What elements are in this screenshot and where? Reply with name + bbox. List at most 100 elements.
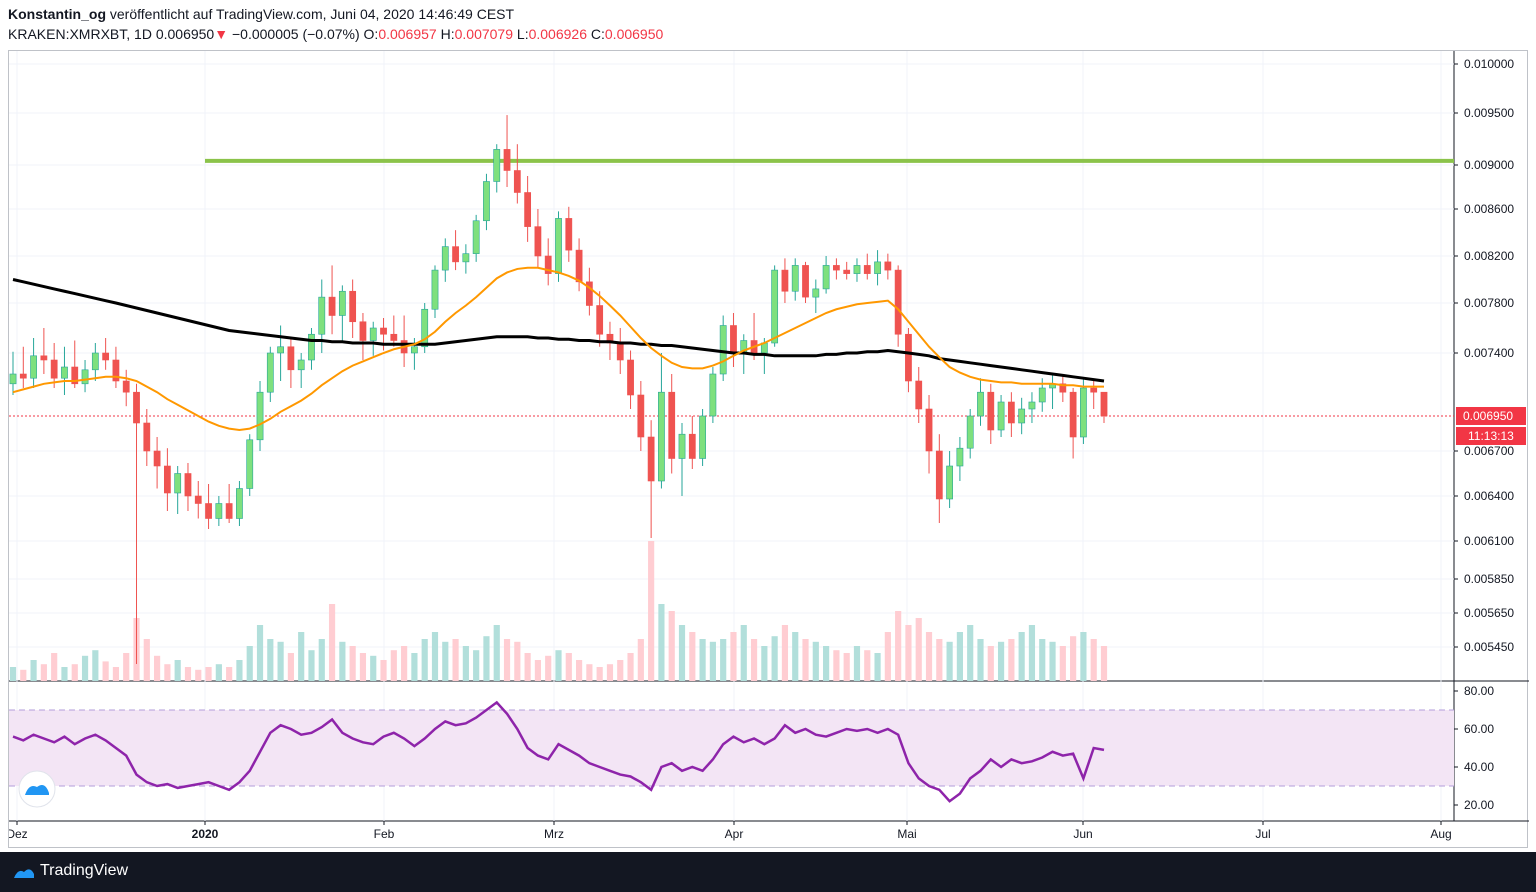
- volume-bar: [956, 632, 963, 681]
- volume-bar: [184, 667, 192, 681]
- candle-body: [534, 226, 542, 257]
- candle-body: [431, 269, 439, 310]
- price-chart-svg[interactable]: Dez 2020 Feb Mrz Apr Mai Jun Jul Aug 0.010000 0.00…: [9, 51, 1529, 849]
- author-name[interactable]: Konstantin_og: [8, 6, 106, 22]
- price-tick-label: 0.009500: [1464, 106, 1514, 120]
- candle-body: [833, 265, 840, 271]
- candle-body: [19, 373, 27, 379]
- candle-body: [205, 503, 212, 519]
- candle-body: [483, 181, 490, 222]
- volume-bar: [689, 632, 696, 681]
- volume-bar: [740, 625, 747, 681]
- volume-bar: [678, 625, 686, 681]
- candle-body: [472, 220, 480, 254]
- volume-bar: [318, 639, 325, 681]
- volume-bar: [483, 636, 490, 681]
- volume-bar: [524, 653, 531, 681]
- volume-bar: [30, 660, 37, 681]
- price-tick-label: 0.005450: [1464, 640, 1514, 654]
- candle-body: [153, 450, 161, 467]
- volume-bar: [473, 650, 480, 681]
- volume-bar: [812, 641, 819, 681]
- candle-body: [905, 333, 912, 382]
- volume-bar: [750, 639, 758, 681]
- volume-bar: [195, 669, 202, 681]
- price-tick-label: 0.005650: [1464, 606, 1514, 620]
- volume-bar: [977, 639, 984, 681]
- volume-bar: [267, 639, 274, 681]
- price-tick-label: 0.010000: [1464, 57, 1514, 71]
- countdown-tag: [1456, 427, 1526, 445]
- volume-bar: [699, 639, 706, 681]
- candle-body: [730, 325, 737, 354]
- candle-body: [524, 192, 532, 227]
- volume-bar: [61, 667, 68, 681]
- candle-body: [308, 333, 315, 361]
- volume-bar: [709, 641, 716, 681]
- volume-bar: [123, 653, 130, 681]
- candle-body: [658, 391, 665, 482]
- volume-bar: [967, 625, 974, 681]
- candle-body: [513, 170, 521, 193]
- volume-bar: [802, 639, 809, 681]
- candle-body: [956, 447, 964, 467]
- volume-bar: [606, 664, 614, 681]
- volume-bar: [81, 655, 89, 681]
- volume-bar: [71, 664, 78, 681]
- volume-bar: [720, 639, 727, 681]
- candle-body: [194, 495, 202, 504]
- candle-body: [256, 391, 264, 441]
- rsi-band: [9, 710, 1454, 786]
- candle-body: [627, 359, 634, 396]
- volume-bar: [421, 639, 428, 681]
- candle-body: [1080, 387, 1087, 438]
- candle-body: [935, 450, 943, 500]
- tradingview-logo-icon[interactable]: [12, 864, 36, 880]
- candle-body: [791, 265, 799, 292]
- candle-body: [997, 401, 1005, 431]
- symbol-label[interactable]: KRAKEN:XMRXBT, 1D: [8, 26, 152, 42]
- volume-bar: [442, 641, 449, 681]
- time-tick-label: Mai: [897, 827, 916, 841]
- chart-area[interactable]: Dez 2020 Feb Mrz Apr Mai Jun Jul Aug 0.010000 0.00…: [8, 50, 1529, 849]
- volume-bar: [493, 625, 500, 681]
- candle-body: [390, 333, 398, 341]
- volume-bar: [226, 667, 233, 681]
- candle-body: [771, 269, 779, 344]
- volume-bar: [925, 632, 933, 681]
- candle-body: [565, 218, 573, 251]
- volume-bar: [1100, 646, 1108, 681]
- last-price-tag-label: 0.006950: [1463, 409, 1513, 423]
- time-tick-label: Jun: [1073, 827, 1092, 841]
- price-tick-label: 0.008200: [1464, 249, 1514, 263]
- symbol-line: KRAKEN:XMRXBT, 1D 0.006950▼ −0.000005 (−…: [8, 26, 663, 42]
- candle-body: [575, 249, 583, 283]
- volume-bar: [1080, 632, 1087, 681]
- volume-bar: [112, 667, 120, 681]
- candle-body: [781, 269, 789, 292]
- candle-body: [452, 246, 459, 263]
- volume-bar: [771, 636, 778, 681]
- candle-body: [637, 394, 645, 438]
- volume-bar: [545, 655, 552, 681]
- volume-bar: [946, 641, 953, 681]
- volume-bar: [298, 632, 305, 681]
- volume-bar: [915, 618, 922, 681]
- candle-body: [822, 265, 830, 290]
- volume-bar: [668, 611, 675, 681]
- volume-bar: [1039, 639, 1046, 681]
- price-tick-label: 0.009000: [1464, 158, 1514, 172]
- candle-body: [50, 359, 58, 379]
- candle-body: [1059, 383, 1067, 393]
- volume-bar: [637, 639, 644, 681]
- volume-bar: [1090, 639, 1097, 681]
- volume-bar: [895, 611, 902, 681]
- candle-body: [493, 149, 501, 182]
- candle-body: [112, 359, 120, 382]
- time-tick-label: Aug: [1430, 827, 1451, 841]
- volume-bar: [154, 655, 161, 681]
- volume-bar: [617, 660, 624, 681]
- candle-body: [246, 439, 254, 489]
- candle-body: [688, 433, 696, 459]
- brand-name[interactable]: TradingView: [40, 862, 129, 879]
